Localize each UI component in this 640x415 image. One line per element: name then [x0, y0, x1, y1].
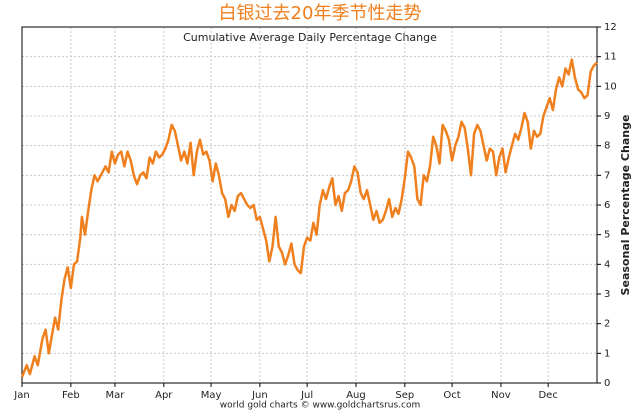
x-tick-label: Jul [300, 390, 313, 401]
x-tick-label: Feb [62, 390, 80, 401]
line [20, 58, 598, 378]
plot-frame [21, 26, 598, 384]
y-tick-label: 1 [604, 348, 610, 359]
x-tick-label: Aug [346, 390, 366, 401]
chart-title: 白银过去20年季节性走势 [219, 3, 422, 24]
x-tick-label: Mar [106, 390, 126, 401]
x-tick-label: Jun [251, 390, 268, 401]
x-tick-label: Dec [538, 390, 557, 401]
y-tick-label: 8 [604, 141, 610, 152]
x-tick-label: Jan [13, 390, 29, 401]
x-tick-label: Sep [395, 390, 414, 401]
y-tick-label: 6 [604, 200, 610, 211]
y-axis-label: Seasonal Percentage Change [619, 115, 632, 296]
y-tick-label: 7 [604, 170, 610, 181]
y-tick-label: 10 [604, 81, 617, 92]
y-tick-label: 3 [604, 289, 610, 300]
y-tick-label: 4 [604, 259, 610, 270]
x-tick-label: Apr [155, 390, 173, 401]
y-tick-label: 9 [604, 111, 610, 122]
footer: world gold charts © www.goldchartsrus.co… [220, 401, 421, 411]
y-tick-label: 0 [604, 378, 610, 389]
y-tick-label: 11 [604, 52, 617, 63]
x-tick-label: Oct [443, 390, 460, 401]
y-tick-label: 2 [604, 319, 610, 330]
y-tick-label: 12 [604, 22, 617, 33]
x-tick-label: May [201, 390, 222, 401]
y-tick-label: 5 [604, 230, 610, 241]
chart-subtitle: Cumulative Average Daily Percentage Chan… [183, 31, 437, 44]
x-tick-label: Nov [491, 390, 511, 401]
